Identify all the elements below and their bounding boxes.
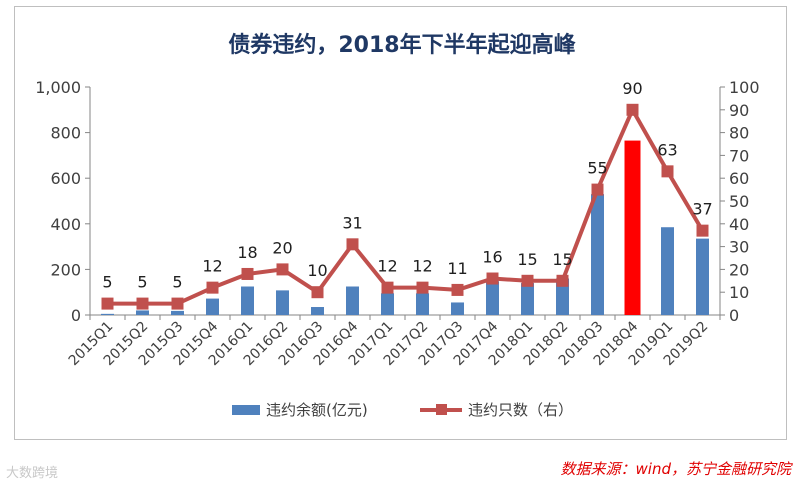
data-label: 37 [692, 200, 712, 219]
left-tick-label: 400 [50, 215, 81, 234]
bar [276, 290, 289, 315]
legend: 违约余额(亿元) 违约只数（右） [232, 401, 573, 419]
left-tick-label: 1,000 [35, 78, 81, 97]
bar [591, 194, 604, 315]
data-label: 5 [172, 273, 182, 292]
right-tick-label: 30 [729, 238, 749, 257]
right-tick-label: 100 [729, 78, 760, 97]
right-tick-label: 10 [729, 283, 749, 302]
line-point [241, 267, 254, 280]
data-label: 5 [137, 273, 147, 292]
data-label: 15 [552, 250, 572, 269]
legend-bar-swatch [232, 405, 260, 415]
bar [661, 227, 674, 315]
left-tick-label: 600 [50, 169, 81, 188]
watermark-text: 大数跨境 [6, 466, 59, 481]
data-label: 20 [272, 238, 292, 257]
axes: 0 200 400 600 800 1,000 0 10 20 30 40 50 60 70 80 90 100… [35, 78, 759, 369]
right-tick-label: 70 [729, 146, 749, 165]
data-label: 10 [307, 261, 327, 280]
bar [486, 281, 499, 315]
line-point [451, 283, 464, 296]
line-point [346, 238, 359, 251]
bar [171, 310, 184, 315]
line-point [311, 286, 324, 299]
data-label: 90 [622, 79, 642, 98]
bar [381, 293, 394, 315]
bar [101, 313, 114, 315]
bar [241, 286, 254, 315]
data-label: 31 [342, 213, 362, 232]
line-point [101, 297, 114, 310]
left-tick-label: 800 [50, 124, 81, 143]
data-label: 11 [447, 259, 467, 278]
bar [206, 298, 219, 315]
bar [416, 293, 429, 315]
data-label: 12 [202, 257, 222, 276]
right-tick-label: 40 [729, 215, 749, 234]
bar [346, 286, 359, 315]
chart-frame [14, 6, 787, 440]
line-point [206, 281, 219, 294]
bar-series [101, 140, 709, 315]
right-tick-label: 50 [729, 192, 749, 211]
right-tick-label: 60 [729, 169, 749, 188]
line-point [276, 263, 289, 276]
bar [624, 140, 641, 315]
legend-line-label: 违约只数（右） [468, 401, 573, 419]
bar [451, 302, 464, 315]
data-label: 18 [237, 243, 257, 262]
line-point [416, 281, 429, 294]
left-tick-label: 200 [50, 260, 81, 279]
data-label: 15 [517, 250, 537, 269]
line-point [556, 274, 569, 287]
line-point [591, 183, 604, 196]
chart-title: 债券违约，2018年下半年起迎高峰 [228, 32, 576, 58]
line-point [521, 274, 534, 287]
line-point [136, 297, 149, 310]
bar [696, 238, 709, 315]
data-label: 16 [482, 248, 502, 267]
data-label: 63 [657, 140, 677, 159]
line-point [661, 165, 674, 178]
series-line [107, 107, 705, 306]
bar [311, 307, 324, 315]
right-tick-label: 90 [729, 101, 749, 120]
data-label: 55 [587, 159, 607, 178]
data-label: 12 [412, 257, 432, 276]
left-tick-label: 0 [71, 306, 81, 325]
line-point [171, 297, 184, 310]
bar [556, 278, 569, 315]
right-tick-label: 0 [729, 306, 739, 325]
data-label: 12 [377, 257, 397, 276]
source-note: 数据来源：wind，苏宁金融研究院 [560, 460, 791, 478]
legend-line-marker [436, 404, 447, 415]
line-point [696, 224, 709, 237]
right-tick-label: 20 [729, 260, 749, 279]
line-point [381, 281, 394, 294]
bar [136, 310, 149, 315]
right-tick-label: 80 [729, 124, 749, 143]
bar [521, 283, 534, 315]
line-point [486, 272, 499, 285]
data-label: 5 [102, 273, 112, 292]
legend-bar-label: 违约余额(亿元) [266, 401, 368, 419]
line-point [626, 103, 639, 116]
